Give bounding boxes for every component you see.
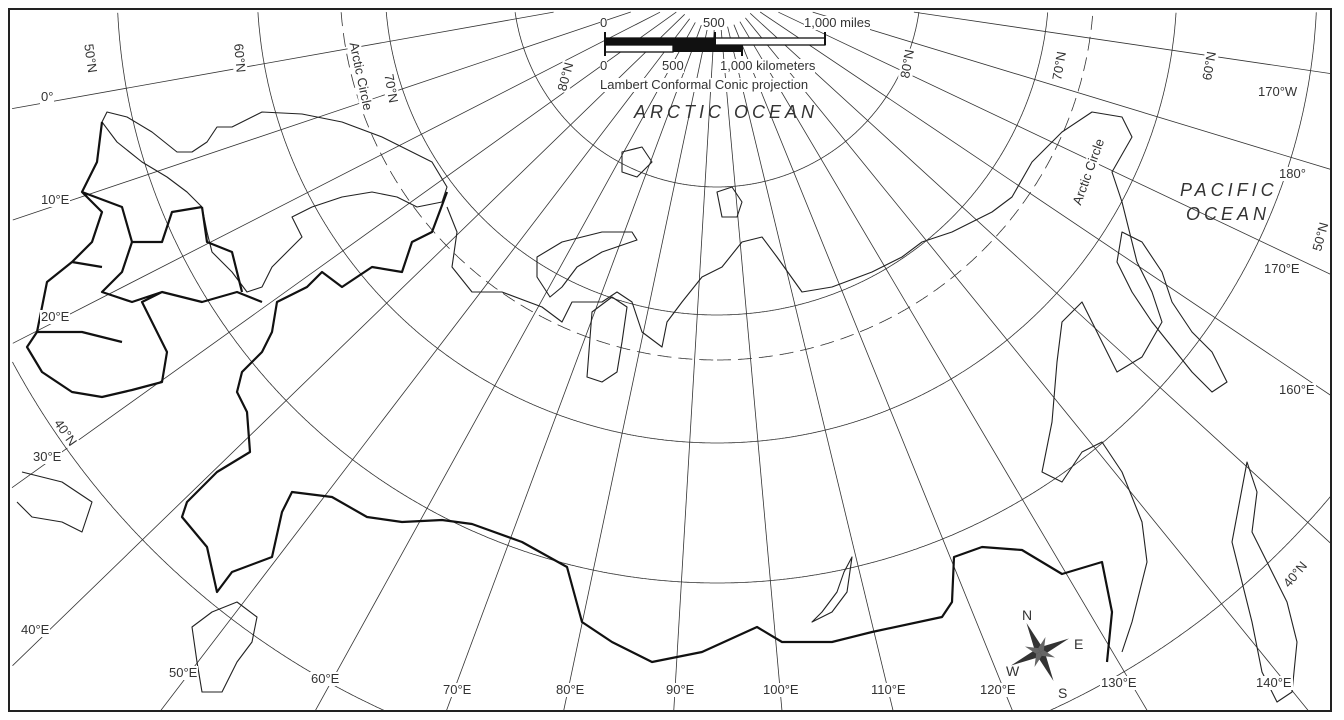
black-sea-coast [16,471,93,533]
coastline-north-siberia [446,111,1163,653]
coastline-novaya-zemlya [536,231,638,298]
scale-miles-zero: 0 [600,15,608,30]
compass-w: W [1006,663,1020,679]
longitude-label-70e: 70°E [442,682,473,697]
pacific-ocean-label-1: PACIFIC [1180,180,1278,200]
coastline-scandinavia [101,111,448,293]
longitude-label-80e: 80°E [555,682,586,697]
meridian-line [315,22,696,710]
projection-label: Lambert Conformal Conic projection [600,77,809,92]
meridian-line [673,27,715,710]
scale-bar-km-black [673,45,742,52]
pacific-ocean-label-2: OCEAN [1186,204,1271,224]
scale-km-zero: 0 [600,58,608,73]
scale-km-mid: 500 [662,58,684,73]
scale-bar-km-white [604,44,674,53]
meridian-line [720,27,783,710]
scale-miles-end: 1,000 miles [804,15,871,30]
meridian-line [12,11,554,109]
longitude-label-120e: 120°E [979,682,1017,697]
compass-n: N [1022,607,1033,623]
scale-miles-mid: 500 [703,15,725,30]
meridian-line [745,17,1309,710]
meridian-line [749,13,1330,544]
map-frame: 0 500 1,000 miles 0 500 1,000 kilometers… [8,8,1332,712]
russia-border [180,191,1114,664]
longitude-label-90e: 90°E [665,682,696,697]
scale-km-end: 1,000 kilometers [720,58,816,73]
coastline-taymyr-islands [621,146,743,218]
longitude-label-10e: 10°E [40,192,71,207]
parallel-circle [117,12,1317,584]
longitude-label-100e: 100°E [762,682,800,697]
meridian-line [913,11,1330,74]
coastline-yamal [586,296,628,383]
longitude-label-60e: 60°E [310,671,341,686]
latitude-label-60n-left: 60°N [231,42,249,75]
compass-e: E [1074,636,1084,652]
meridian-line [778,11,1330,275]
graticule [11,11,1330,710]
caspian-sea [191,601,258,693]
longitude-label-20e: 20°E [40,309,71,324]
compass-s: S [1058,685,1068,701]
longitude-label-130e: 130°E [1100,675,1138,690]
longitude-label-50e: 50°E [168,665,199,680]
meridian-line [12,14,685,666]
latitude-label-50n-left: 50°N [81,42,101,75]
longitude-label-40e: 40°E [20,622,51,637]
longitude-label-170e: 170°E [1263,261,1301,276]
coastline-kamchatka [1116,231,1228,393]
arctic-ocean-label: ARCTIC OCEAN [634,102,819,122]
meridian-line [446,25,702,710]
compass-rose-icon [1010,622,1070,682]
longitude-label-160e: 160°E [1278,382,1316,397]
europe-borders [25,121,263,399]
map-canvas [11,11,1330,710]
meridian-line [727,26,894,710]
longitude-label-0: 0° [40,89,55,104]
land-outlines [16,111,1298,703]
meridian-line [733,24,1013,710]
national-borders [25,121,1114,664]
meridian-line [12,11,661,344]
longitude-label-140e: 140°E [1255,675,1293,690]
coastline-japan-sakhalin [1231,461,1298,703]
longitude-label-110e: 110°E [870,682,907,697]
longitude-label-170w: 170°W [1257,84,1299,99]
meridian-line [160,18,691,710]
meridian-line [759,11,1330,396]
meridian-line [12,11,631,221]
meridian-line [739,21,1148,710]
longitude-label-180: 180° [1278,166,1307,181]
parallel-circle [385,12,1049,316]
lake-baikal [811,556,853,623]
meridian-line [11,11,677,489]
meridian-line [812,11,1330,170]
scale-bar-miles-black [605,38,715,45]
longitude-label-30e: 30°E [32,449,63,464]
scale-bar [604,32,826,56]
meridian-line [563,26,709,710]
parallel-circle [257,12,1177,444]
